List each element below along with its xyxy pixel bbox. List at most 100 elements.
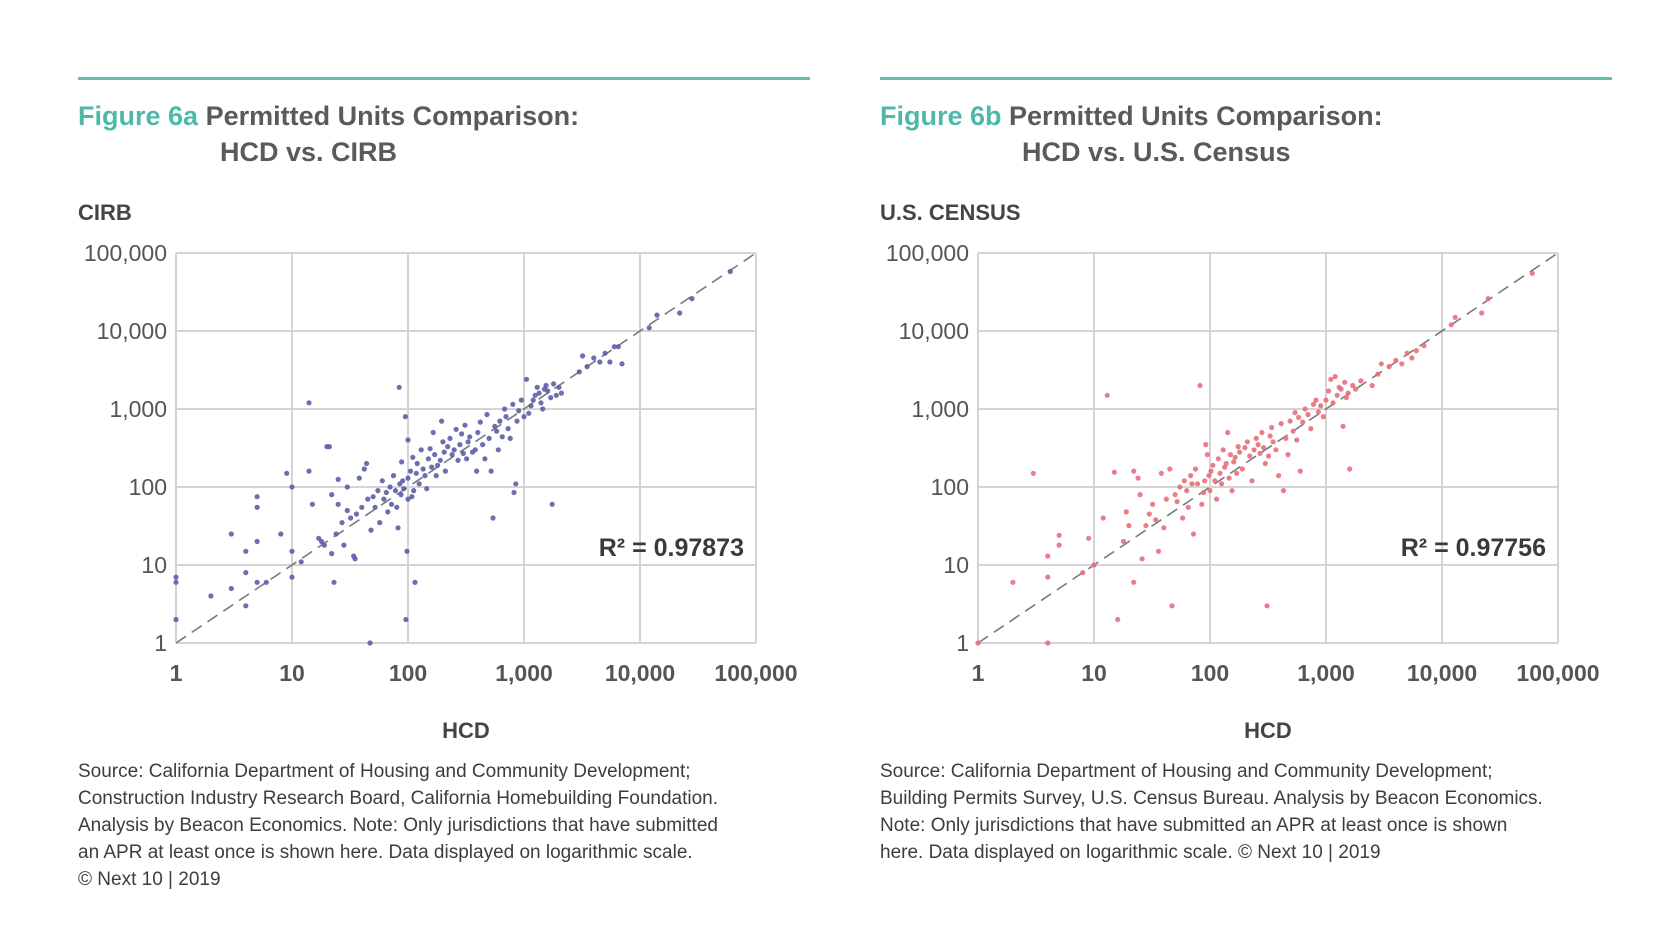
data-point <box>1259 429 1265 436</box>
data-point <box>1280 488 1287 494</box>
data-point <box>401 486 407 492</box>
data-point <box>1247 453 1253 459</box>
data-point <box>1143 523 1149 529</box>
data-point <box>1305 411 1311 418</box>
data-point <box>1294 437 1300 443</box>
data-point <box>1188 473 1194 479</box>
data-point <box>1223 460 1229 467</box>
data-point <box>356 475 362 481</box>
x-axis-label: HCD <box>1244 718 1292 743</box>
x-tick-label: 10,000 <box>605 660 675 686</box>
data-point <box>1386 364 1392 370</box>
data-point <box>494 428 500 434</box>
data-point <box>484 411 490 418</box>
data-point <box>453 426 459 432</box>
data-point <box>1320 414 1326 420</box>
data-point <box>543 382 549 389</box>
data-point <box>1217 470 1223 476</box>
data-point <box>173 616 179 623</box>
data-point <box>445 444 451 450</box>
data-point <box>407 468 414 474</box>
data-point <box>677 310 683 316</box>
data-point <box>381 496 387 502</box>
data-point <box>414 460 420 467</box>
data-point <box>480 442 486 448</box>
x-tick-label: 1 <box>972 660 985 686</box>
data-point <box>1315 409 1321 415</box>
data-point <box>437 457 443 463</box>
data-point <box>591 355 597 361</box>
data-point <box>1378 361 1384 367</box>
data-point <box>368 527 374 533</box>
data-point <box>490 515 496 521</box>
y-tick-label: 10,000 <box>899 318 969 344</box>
data-point <box>455 457 461 463</box>
data-point <box>545 388 551 394</box>
data-point <box>495 447 501 453</box>
data-point <box>1234 470 1240 476</box>
data-point <box>416 481 422 487</box>
x-tick-label: 10,000 <box>1407 660 1477 686</box>
data-point <box>1310 401 1317 407</box>
data-point <box>1194 481 1201 487</box>
data-point <box>449 452 455 458</box>
data-point <box>530 397 536 403</box>
data-point <box>1452 314 1458 320</box>
data-point <box>584 364 590 370</box>
data-point <box>460 450 466 456</box>
data-point <box>1350 382 1356 389</box>
data-point <box>1100 515 1106 521</box>
data-point <box>404 548 410 554</box>
data-point <box>254 494 260 500</box>
title-line-1: Permitted Units Comparison: <box>1009 101 1383 131</box>
data-point <box>1104 392 1110 398</box>
data-point <box>1056 542 1062 548</box>
data-point <box>399 459 405 465</box>
data-point <box>441 449 447 455</box>
data-point <box>1045 574 1051 580</box>
data-point <box>1184 488 1190 494</box>
data-point <box>1242 445 1248 451</box>
x-tick-label: 1,000 <box>1297 660 1355 686</box>
data-point <box>1244 439 1250 445</box>
data-point <box>1270 439 1276 445</box>
data-point <box>513 481 519 487</box>
data-point <box>597 359 603 365</box>
data-point <box>1343 395 1349 401</box>
y-tick-label: 1 <box>956 630 969 656</box>
source-line: Note: Only jurisdictions that have submi… <box>880 815 1508 836</box>
data-point <box>503 414 509 420</box>
y-tick-label: 100 <box>129 474 167 500</box>
data-point <box>278 531 284 537</box>
data-point <box>536 390 542 396</box>
data-point <box>1340 423 1346 429</box>
data-point <box>372 504 378 510</box>
data-point <box>1126 523 1132 529</box>
data-point <box>254 504 260 510</box>
top-rule <box>880 77 1612 80</box>
data-point <box>534 384 540 390</box>
data-point <box>1045 640 1051 646</box>
data-point <box>1239 466 1245 472</box>
data-point <box>472 447 478 453</box>
data-point <box>1174 499 1180 505</box>
data-point <box>289 484 295 490</box>
data-point <box>1249 478 1255 484</box>
data-point <box>442 468 448 474</box>
data-point <box>352 556 358 562</box>
data-point <box>1146 511 1152 517</box>
data-point <box>602 350 608 356</box>
data-point <box>405 437 411 443</box>
data-point <box>375 488 381 494</box>
data-point <box>1190 531 1197 537</box>
data-point <box>370 494 376 500</box>
data-point <box>1080 570 1086 576</box>
data-point <box>615 344 621 350</box>
data-point <box>402 414 408 420</box>
data-point <box>440 439 446 445</box>
title-line-2: HCD vs. CIRB <box>220 137 398 167</box>
data-point <box>1158 470 1164 476</box>
data-point <box>395 525 401 531</box>
data-point <box>1131 579 1137 585</box>
data-point <box>549 501 555 507</box>
